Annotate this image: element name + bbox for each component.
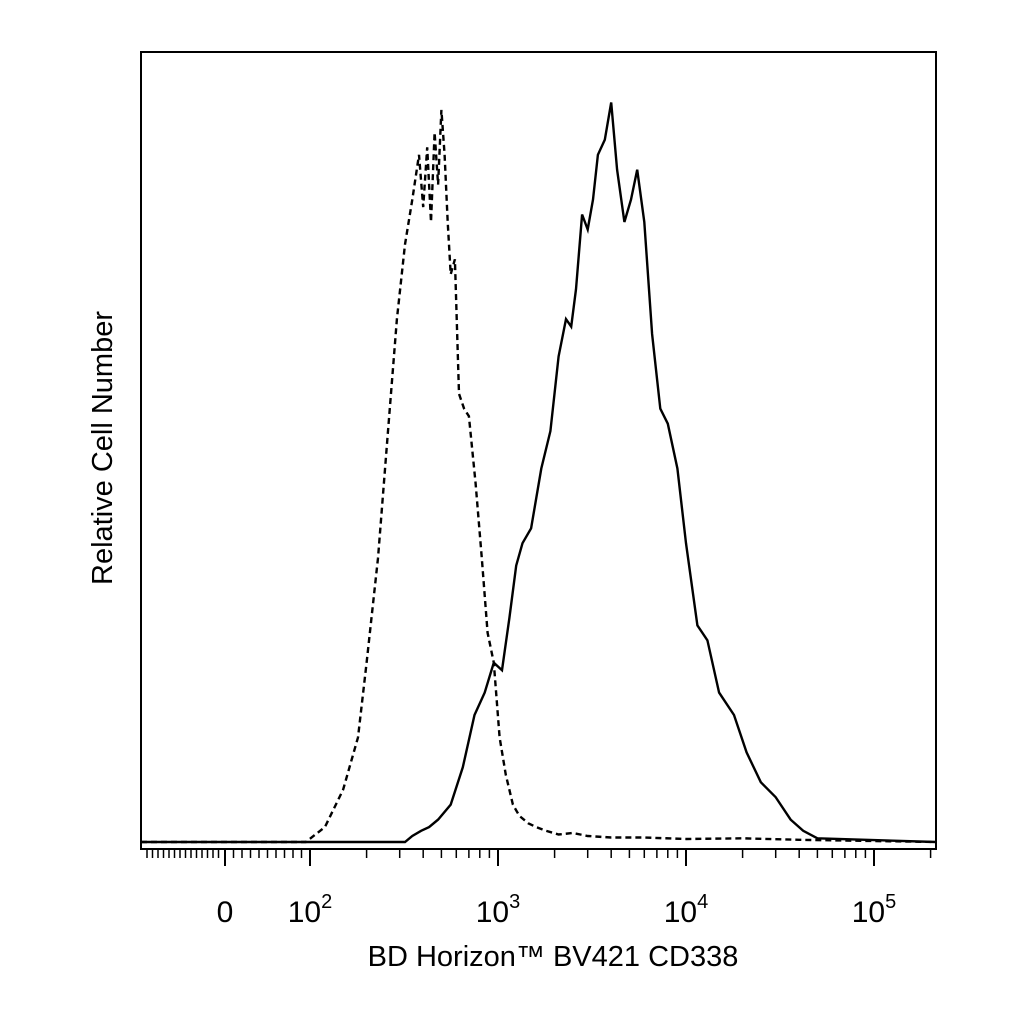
x-tick-base-2: 10 (476, 896, 509, 929)
plot-frame (140, 51, 937, 850)
x-tick-exp-4: 5 (885, 891, 896, 913)
series-solid-line (141, 102, 937, 844)
x-tick-base-3: 10 (664, 896, 697, 929)
x-axis-minor-ticks (146, 849, 932, 858)
series-dashed-line (141, 109, 937, 844)
x-tick-label-2: 103 (476, 891, 521, 929)
x-axis-major-ticks (224, 849, 875, 866)
x-tick-exp-2: 3 (509, 891, 520, 913)
x-tick-label-3: 104 (664, 891, 709, 929)
x-tick-base-1: 10 (288, 896, 321, 929)
y-axis-label: Relative Cell Number (87, 311, 119, 585)
x-tick-exp-1: 2 (321, 891, 332, 913)
x-tick-exp-3: 4 (697, 891, 708, 913)
x-axis-label: BD Horizon™ BV421 CD338 (368, 941, 739, 973)
x-tick-label-4: 105 (852, 891, 897, 929)
x-axis-tick-labels: 0 102 103 104 105 (217, 891, 897, 929)
x-tick-base-4: 10 (852, 896, 885, 929)
series-layer (141, 102, 937, 844)
x-tick-base-0: 0 (217, 896, 234, 929)
x-tick-label-1: 102 (288, 891, 333, 929)
x-tick-label-0: 0 (217, 896, 234, 929)
